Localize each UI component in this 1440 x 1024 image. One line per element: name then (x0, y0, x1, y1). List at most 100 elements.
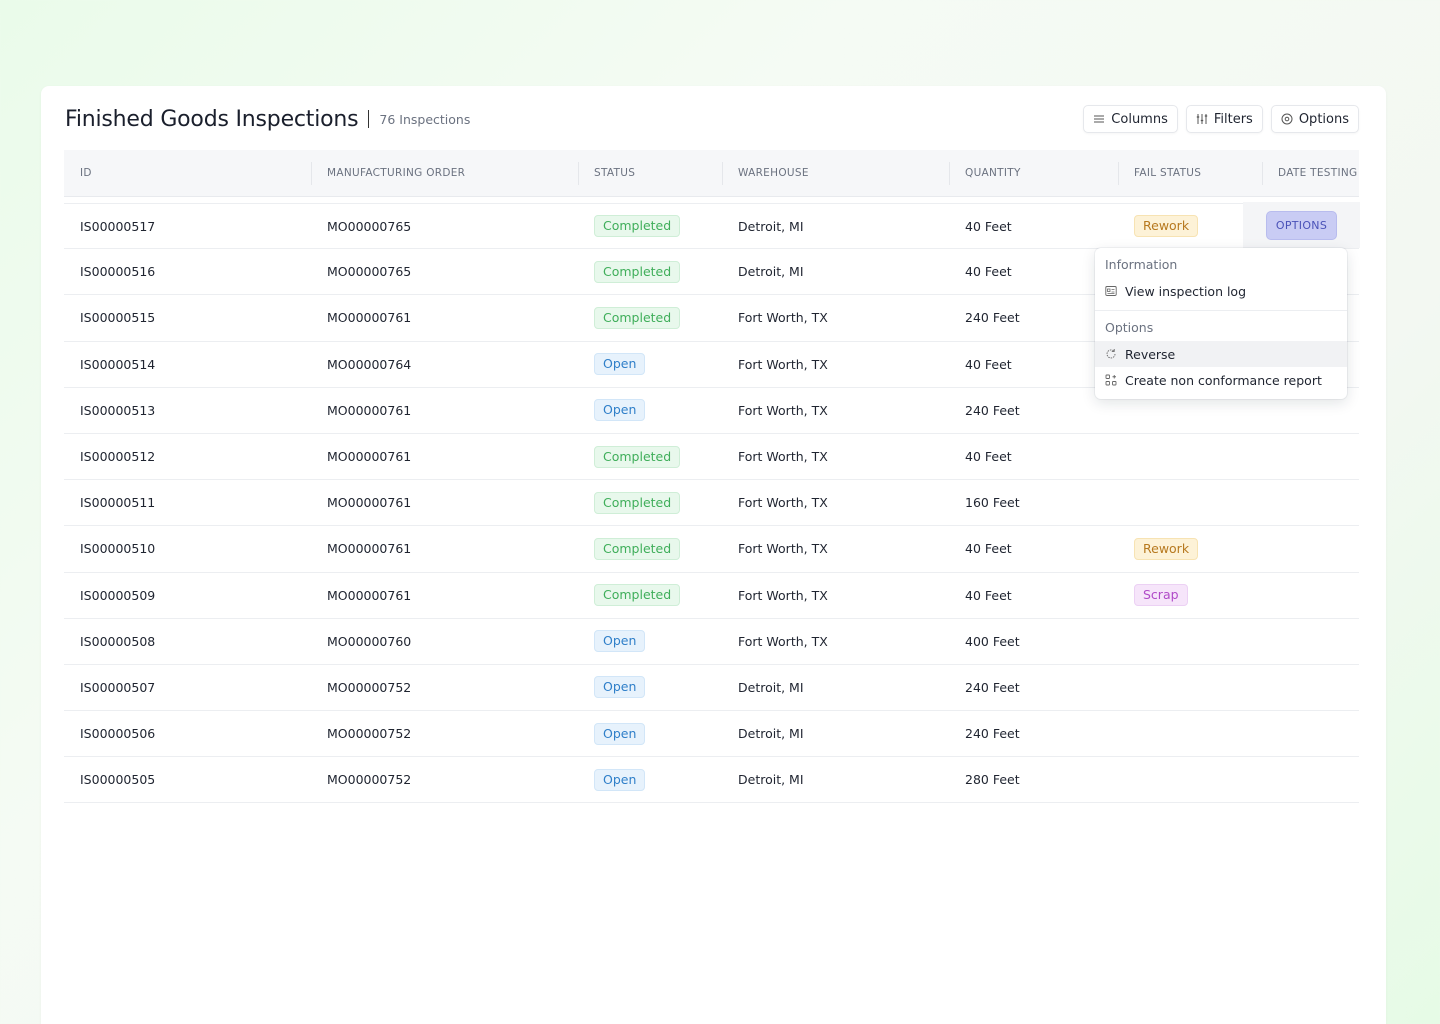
cell-manufacturing-order: MO00000765 (327, 218, 412, 234)
table-row[interactable]: IS00000511 MO00000761 Completed Fort Worth,… (64, 480, 1359, 527)
cell-status: Open (578, 676, 722, 699)
cell-quantity: 400 Feet (965, 633, 1020, 649)
cell-warehouse: Fort Worth, TX (738, 495, 828, 511)
add-grid-icon (1105, 374, 1117, 386)
cell-status: Open (578, 399, 722, 422)
column-header-id[interactable]: ID (80, 167, 92, 179)
cell-manufacturing-order: MO00000761 (327, 541, 412, 557)
inspections-table: ID MANUFACTURING ORDER STATUS WAREHOUSE … (64, 150, 1359, 804)
cell-quantity: 280 Feet (965, 772, 1020, 788)
page-header: Finished Goods Inspections 76 Inspection… (65, 104, 1359, 134)
status-badge: Completed (594, 306, 681, 329)
cell-status: Completed (578, 584, 722, 607)
cell-quantity: 40 Feet (965, 449, 1012, 465)
cell-status: Completed (578, 306, 722, 329)
settings-icon (1281, 113, 1293, 125)
filters-button[interactable]: Filters (1185, 105, 1263, 133)
cell-manufacturing-order: MO00000765 (327, 264, 412, 280)
cell-warehouse: Fort Worth, TX (738, 310, 828, 326)
menu-item-create-ncr[interactable]: Create non conformance report (1095, 367, 1347, 393)
status-badge: Completed (594, 260, 681, 283)
cell-status: Completed (578, 491, 722, 514)
status-badge: Open (594, 722, 646, 745)
cell-manufacturing-order: MO00000761 (327, 495, 412, 511)
table-row[interactable]: IS00000510 MO00000761 Completed Fort Worth,… (64, 526, 1359, 573)
columns-label: Columns (1111, 111, 1168, 127)
table-row[interactable]: IS00000517 MO00000765 Completed Detroit, MI… (64, 203, 1359, 250)
cell-fail-status: Rework (1118, 215, 1262, 238)
cell-manufacturing-order: MO00000760 (327, 633, 412, 649)
cell-status: Completed (578, 260, 722, 283)
row-options-cell: OPTIONS (1243, 202, 1360, 248)
toolbar: Columns Filters Options (1083, 105, 1359, 133)
cell-warehouse: Fort Worth, TX (738, 541, 828, 557)
column-header-manufacturing-order[interactable]: MANUFACTURING ORDER (311, 150, 578, 197)
column-header-date-testing[interactable]: DATE TESTING (1262, 150, 1359, 197)
column-header-status[interactable]: STATUS (578, 150, 722, 197)
cell-id: IS00000506 (80, 726, 156, 742)
cell-fail-status: Rework (1118, 537, 1262, 560)
cell-id: IS00000507 (80, 679, 156, 695)
status-badge: Completed (594, 215, 681, 238)
table-body: IS00000517 MO00000765 Completed Detroit, MI… (64, 203, 1359, 804)
cell-id: IS00000509 (80, 587, 156, 603)
cell-warehouse: Fort Worth, TX (738, 449, 828, 465)
cell-status: Completed (578, 537, 722, 560)
cell-id: IS00000513 (80, 402, 156, 418)
inspections-card: Finished Goods Inspections 76 Inspection… (41, 86, 1386, 1024)
cell-status: Open (578, 630, 722, 653)
page-title: Finished Goods Inspections (65, 106, 359, 132)
cell-quantity: 240 Feet (965, 679, 1020, 695)
table-row[interactable]: IS00000513 MO00000761 Open Fort Worth, TX 24… (64, 388, 1359, 434)
menu-item-label: View inspection log (1125, 283, 1247, 299)
table-row[interactable]: IS00000508 MO00000760 Open Fort Worth, TX 40… (64, 619, 1359, 665)
column-header-fail-status[interactable]: FAIL STATUS (1118, 150, 1262, 197)
log-icon (1105, 286, 1117, 296)
cell-id: IS00000514 (80, 356, 156, 372)
cell-quantity: 40 Feet (965, 587, 1012, 603)
table-row[interactable]: IS00000507 MO00000752 Open Detroit, MI 240 F… (64, 665, 1359, 712)
status-badge: Open (594, 630, 646, 653)
status-badge: Open (594, 768, 646, 791)
cell-quantity: 240 Feet (965, 726, 1020, 742)
column-header-quantity[interactable]: QUANTITY (949, 150, 1118, 197)
table-row[interactable]: IS00000505 MO00000752 Open Detroit, MI 280 F… (64, 757, 1359, 804)
cell-status: Open (578, 353, 722, 376)
cell-manufacturing-order: MO00000761 (327, 449, 412, 465)
status-badge: Completed (594, 445, 681, 468)
status-badge: Completed (594, 584, 681, 607)
table-row[interactable]: IS00000514 MO00000764 Open Fort Worth, TX 40… (64, 342, 1359, 388)
cell-fail-status: Scrap (1118, 584, 1262, 607)
table-row[interactable]: IS00000506 MO00000752 Open Detroit, MI 240 F… (64, 711, 1359, 758)
status-badge: Completed (594, 491, 681, 514)
menu-item-view-inspection-log[interactable]: View inspection log (1095, 278, 1347, 304)
cell-manufacturing-order: MO00000764 (327, 356, 412, 372)
cell-manufacturing-order: MO00000761 (327, 402, 412, 418)
menu-item-reverse[interactable]: Reverse (1095, 341, 1347, 367)
columns-button[interactable]: Columns (1083, 105, 1178, 133)
options-button[interactable]: Options (1270, 105, 1359, 133)
cell-id: IS00000516 (80, 264, 156, 280)
cell-quantity: 40 Feet (965, 264, 1012, 280)
row-options-button[interactable]: OPTIONS (1265, 210, 1338, 240)
cell-manufacturing-order: MO00000761 (327, 587, 412, 603)
table-row[interactable]: IS00000515 MO00000761 Completed Fort Worth,… (64, 295, 1359, 342)
menu-item-label: Reverse (1125, 346, 1176, 362)
cell-warehouse: Fort Worth, TX (738, 587, 828, 603)
table-row[interactable]: IS00000509 MO00000761 Completed Fort Worth,… (64, 573, 1359, 619)
table-row[interactable]: IS00000512 MO00000761 Completed Fort Worth,… (64, 434, 1359, 481)
cell-warehouse: Detroit, MI (738, 772, 804, 788)
table-row[interactable]: IS00000516 MO00000765 Completed Detroit, MI… (64, 249, 1359, 296)
menu-group-options: Options (1105, 320, 1154, 335)
title-divider (368, 110, 370, 128)
column-header-warehouse[interactable]: WAREHOUSE (722, 150, 949, 197)
status-badge: Completed (594, 537, 681, 560)
cell-quantity: 40 Feet (965, 218, 1012, 234)
cell-warehouse: Detroit, MI (738, 726, 804, 742)
cell-manufacturing-order: MO00000752 (327, 772, 412, 788)
cell-warehouse: Fort Worth, TX (738, 356, 828, 372)
reverse-icon (1106, 349, 1116, 359)
cell-warehouse: Fort Worth, TX (738, 402, 828, 418)
cell-warehouse: Fort Worth, TX (738, 633, 828, 649)
fail-status-badge: Scrap (1134, 584, 1188, 607)
